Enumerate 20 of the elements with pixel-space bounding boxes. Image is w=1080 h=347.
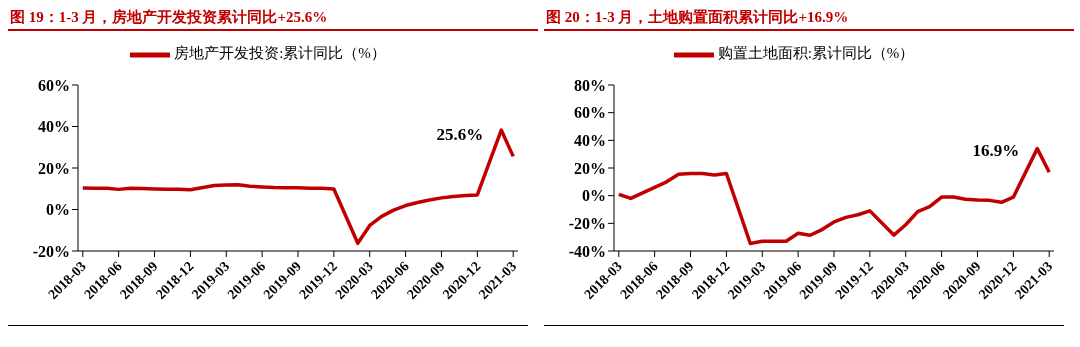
annotation: 25.6% — [436, 125, 484, 145]
line-series — [617, 146, 1051, 246]
chart-title: 图 20：1-3 月，土地购置面积累计同比+16.9% — [544, 8, 1074, 31]
y-tick-label: 60% — [38, 76, 70, 94]
y-tick-label: 40% — [574, 132, 606, 150]
y-tick-label: -40% — [568, 242, 606, 260]
y-tick-label: 40% — [38, 118, 70, 136]
y-tick-label: -20% — [568, 215, 606, 233]
y-tick-label: 0% — [582, 187, 606, 205]
line-series — [81, 128, 515, 246]
chart-title: 图 19：1-3 月，房地产开发投资累计同比+25.6% — [8, 8, 538, 31]
y-tick-label: 60% — [574, 104, 606, 122]
y-tick-label: -20% — [32, 242, 70, 260]
y-tick-label: 20% — [38, 159, 70, 177]
legend-label: 房地产开发投资:累计同比（%） — [174, 45, 386, 62]
y-tick-label: 80% — [574, 76, 606, 94]
y-tick-label: 0% — [46, 201, 70, 219]
legend-label: 购置土地面积:累计同比（%） — [717, 45, 915, 62]
annotation: 16.9% — [972, 141, 1020, 161]
y-tick-label: 20% — [574, 159, 606, 177]
